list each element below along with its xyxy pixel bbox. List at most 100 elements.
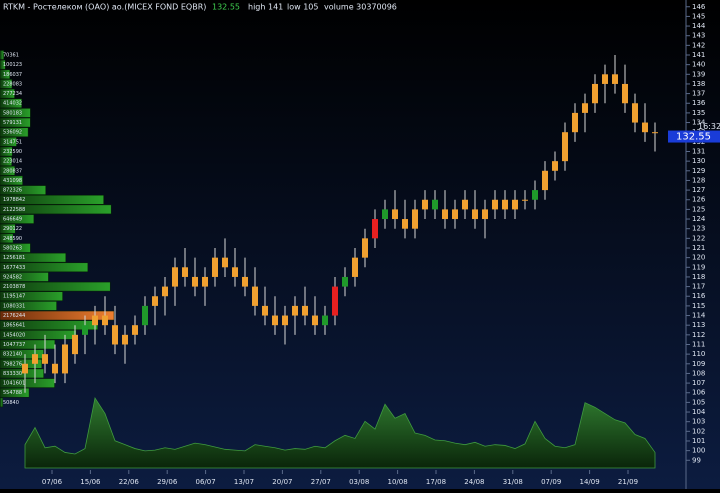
profile-label: 223014 bbox=[3, 159, 22, 165]
x-tick-label: 29/06 bbox=[157, 478, 178, 486]
candle-body bbox=[432, 199, 438, 210]
profile-bar bbox=[0, 214, 35, 224]
candle-body bbox=[422, 199, 428, 210]
candle-body bbox=[312, 315, 318, 326]
candle-body bbox=[652, 132, 658, 134]
profile-bar bbox=[0, 108, 31, 118]
profile-label: 431098 bbox=[3, 178, 22, 184]
y-tick-label: 114 bbox=[692, 312, 706, 320]
profile-label: 2176244 bbox=[3, 313, 25, 319]
profile-label: 580263 bbox=[3, 245, 22, 251]
candle-body bbox=[272, 315, 278, 326]
candle-body bbox=[222, 257, 228, 268]
candle-body bbox=[372, 219, 378, 239]
candle-body bbox=[232, 267, 238, 277]
candle-body bbox=[102, 315, 108, 326]
candle-body bbox=[632, 103, 638, 123]
profile-label: 232590 bbox=[3, 149, 22, 155]
y-tick-label: 120 bbox=[692, 254, 705, 262]
profile-label: 798276 bbox=[3, 361, 22, 367]
candle-body bbox=[262, 305, 268, 316]
y-tick-label: 118 bbox=[692, 273, 705, 281]
profile-bar bbox=[0, 387, 30, 398]
candle-body bbox=[562, 132, 568, 162]
y-tick-label: 125 bbox=[692, 205, 705, 213]
profile-label: 228083 bbox=[3, 81, 22, 87]
profile-label: 414032 bbox=[3, 101, 22, 107]
profile-bar bbox=[0, 243, 31, 253]
candle-body bbox=[522, 199, 528, 201]
profile-label: 280837 bbox=[3, 168, 22, 174]
profile-label: 1047737 bbox=[3, 342, 25, 348]
candle-body bbox=[322, 315, 328, 326]
candle-body bbox=[192, 276, 198, 287]
last-price-label: 132.55 bbox=[676, 132, 711, 143]
profile-label: 100123 bbox=[3, 62, 22, 68]
y-tick-label: 144 bbox=[692, 22, 706, 30]
profile-label: 1080331 bbox=[3, 303, 25, 309]
x-tick-label: 20/07 bbox=[272, 478, 292, 486]
profile-label: 70361 bbox=[3, 53, 19, 59]
profile-bar bbox=[0, 252, 67, 263]
candle-body bbox=[42, 354, 48, 364]
candle-body bbox=[472, 209, 478, 220]
y-tick-label: 110 bbox=[692, 350, 705, 358]
x-tick-label: 22/06 bbox=[119, 478, 140, 486]
candle-body bbox=[622, 83, 628, 104]
candle-body bbox=[32, 354, 38, 364]
y-tick-label: 127 bbox=[692, 186, 705, 194]
candle-body bbox=[602, 74, 608, 84]
profile-bar bbox=[0, 204, 112, 215]
profile-bar bbox=[0, 98, 22, 108]
y-tick-label: 121 bbox=[692, 244, 705, 252]
profile-label: 646649 bbox=[3, 217, 22, 223]
profile-label: 1195147 bbox=[3, 294, 25, 300]
candle-body bbox=[592, 83, 598, 104]
title: RTKM - Ростелеком (ОАО) ао.(MICEX FOND E… bbox=[3, 3, 206, 12]
candle-body bbox=[152, 296, 158, 306]
x-tick-label: 21/09 bbox=[618, 478, 638, 486]
profile-label: 554788 bbox=[3, 390, 22, 396]
profile-bar bbox=[0, 281, 111, 292]
y-tick-label: 112 bbox=[692, 331, 705, 339]
y-tick-label: 142 bbox=[692, 41, 705, 49]
candle-body bbox=[532, 190, 538, 200]
candle-body bbox=[542, 170, 548, 191]
candle-body bbox=[82, 325, 88, 335]
y-tick-label: 131 bbox=[692, 147, 705, 155]
profile-label: 924582 bbox=[3, 274, 22, 280]
profile-bar bbox=[0, 301, 57, 311]
candle-body bbox=[202, 276, 208, 287]
volume-area bbox=[24, 396, 656, 469]
x-tick-label: 06/07 bbox=[196, 478, 216, 486]
candle-body bbox=[552, 161, 558, 171]
y-tick-label: 137 bbox=[692, 90, 705, 98]
candle-body bbox=[242, 276, 248, 287]
candle-body bbox=[362, 238, 368, 258]
profile-label: 1041601 bbox=[3, 381, 25, 387]
profile-bar bbox=[0, 272, 49, 282]
y-tick-label: 129 bbox=[692, 167, 705, 175]
y-tick-label: 139 bbox=[692, 70, 705, 78]
candle-body bbox=[182, 267, 188, 277]
candle-body bbox=[402, 219, 408, 229]
candle-body bbox=[52, 363, 58, 374]
last-time: 16:32:49 bbox=[698, 122, 720, 131]
candle-body bbox=[162, 286, 168, 297]
x-tick-label: 15/06 bbox=[80, 478, 101, 486]
profile-bar bbox=[0, 397, 3, 408]
x-tick-label: 10/08 bbox=[388, 478, 408, 486]
y-tick-label: 116 bbox=[692, 292, 706, 300]
x-tick-label: 31/08 bbox=[503, 478, 523, 486]
profile-bar bbox=[0, 59, 6, 70]
candle-body bbox=[132, 325, 138, 335]
profile-label: 1677433 bbox=[3, 265, 25, 271]
y-tick-label: 136 bbox=[692, 99, 706, 107]
y-tick-label: 122 bbox=[692, 234, 705, 242]
candle-body bbox=[502, 199, 508, 210]
profile-label: 1256181 bbox=[3, 255, 25, 261]
profile-bar bbox=[0, 368, 44, 379]
candle-body bbox=[172, 267, 178, 287]
